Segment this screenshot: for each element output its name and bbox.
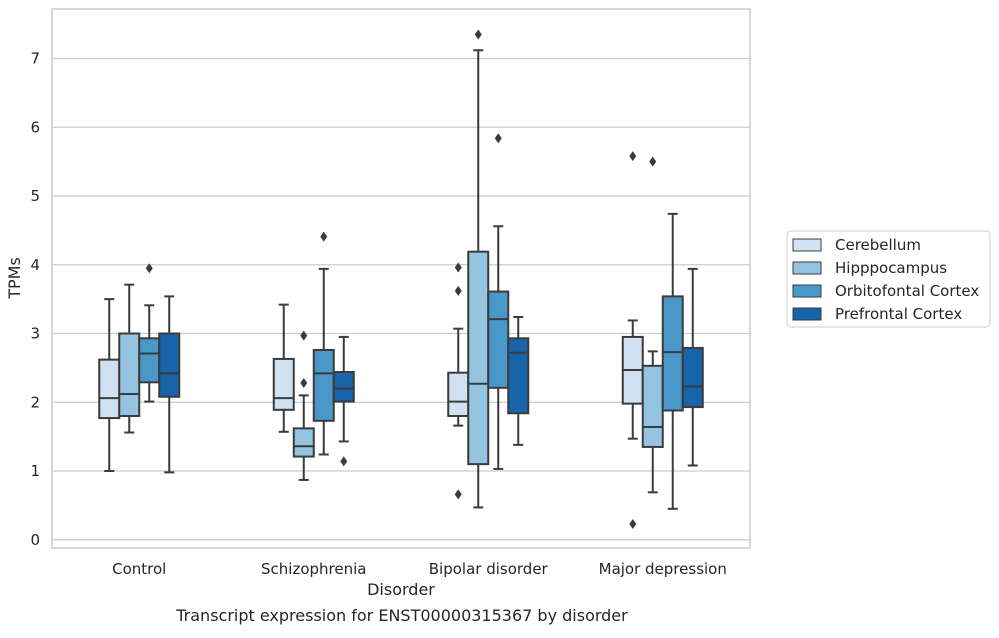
y-tick-labels: 0 1 2 3 4 5 6 7 — [30, 50, 40, 549]
outlier-point — [474, 29, 482, 40]
outlier-point — [629, 518, 637, 529]
box-iqr — [661, 295, 684, 412]
box-iqr — [507, 337, 530, 415]
y-tick-label: 5 — [30, 187, 40, 205]
outlier-point — [494, 133, 502, 144]
box-plot — [158, 295, 181, 474]
box-iqr — [118, 332, 141, 417]
box-iqr — [138, 337, 161, 384]
box-plot — [118, 283, 141, 434]
legend-swatch — [792, 307, 822, 321]
x-axis-label: Disorder — [367, 580, 435, 599]
x-tick-label: Control — [112, 560, 166, 578]
y-axis-label: TPMs — [5, 257, 24, 300]
box-plot — [641, 156, 664, 494]
x-tick-labels: Control Schizophrenia Bipolar disorder Majo… — [112, 560, 727, 578]
box-iqr — [272, 357, 295, 411]
legend-swatch — [792, 261, 822, 275]
box-plot — [272, 303, 295, 433]
box-iqr — [158, 332, 181, 398]
legend-label: Orbitofontal Cortex — [835, 282, 979, 300]
box-plot — [467, 29, 490, 509]
x-tick-label: Bipolar disorder — [429, 560, 549, 578]
y-tick-label: 6 — [30, 118, 40, 136]
box-plot — [661, 212, 684, 510]
box-plot — [681, 267, 704, 467]
outlier-point — [340, 456, 348, 467]
y-tick-label: 7 — [30, 50, 40, 68]
outlier-point — [629, 151, 637, 162]
box-plot — [507, 316, 530, 446]
legend-swatch — [792, 284, 822, 298]
box-plot — [621, 151, 644, 529]
box-iqr — [292, 427, 315, 458]
box-iqr — [487, 290, 510, 389]
plot-boxes — [98, 29, 704, 529]
legend-label: Prefrontal Cortex — [835, 305, 962, 323]
box-iqr — [681, 346, 704, 409]
box-plot — [487, 133, 510, 470]
box-iqr — [98, 358, 121, 420]
outlier-point — [300, 378, 308, 388]
legend-label: Hipppocampus — [835, 259, 947, 277]
outlier-point — [145, 263, 153, 274]
plot-frame — [51, 8, 751, 549]
legend-label: Cerebellum — [835, 236, 921, 254]
outlier-point — [300, 330, 308, 341]
outlier-point — [454, 285, 462, 296]
box-plot — [447, 262, 470, 500]
legend-swatch — [792, 238, 822, 252]
box-iqr — [332, 371, 355, 403]
y-tick-label: 0 — [30, 531, 40, 549]
outlier-point — [454, 489, 462, 500]
chart-caption: Transcript expression for ENST0000031536… — [176, 606, 628, 625]
y-tick-label: 1 — [30, 462, 40, 480]
box-plot — [292, 330, 315, 481]
gridlines — [52, 57, 750, 541]
legend-frame — [786, 230, 991, 328]
x-tick-label: Major depression — [599, 560, 727, 578]
box-plot — [98, 298, 121, 472]
outlier-point — [454, 262, 462, 273]
box-iqr — [467, 250, 490, 466]
box-iqr — [641, 364, 664, 448]
outlier-point — [320, 231, 328, 242]
y-tick-label: 4 — [30, 256, 40, 274]
outlier-point — [649, 156, 657, 167]
legend: Cerebellum Hipppocampus Orbitofontal Corte… — [786, 230, 991, 328]
x-tick-label: Schizophrenia — [261, 560, 366, 578]
y-tick-label: 2 — [30, 393, 40, 411]
y-tick-label: 3 — [30, 325, 40, 343]
box-iqr — [447, 371, 470, 417]
box-iqr — [312, 349, 335, 422]
box-plot — [138, 263, 161, 403]
box-plot — [332, 335, 355, 467]
